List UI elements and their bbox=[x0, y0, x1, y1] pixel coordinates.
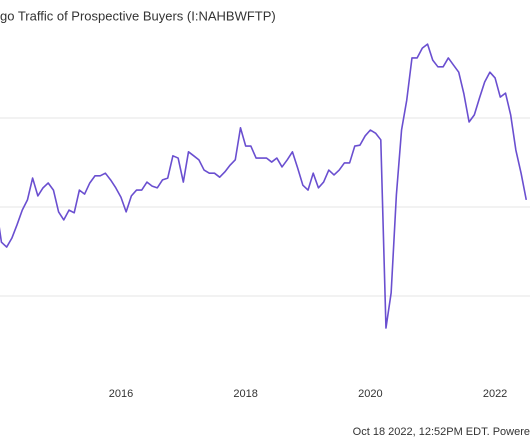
footer: Oct 18 2022, 12:52PM EDT. Powere bbox=[353, 426, 530, 438]
x-tick-label: 2018 bbox=[233, 388, 257, 400]
line bbox=[0, 43, 528, 329]
x-tick-label: 2020 bbox=[358, 388, 382, 400]
x-tick-label: 2022 bbox=[483, 388, 507, 400]
x-tick-label: 2016 bbox=[109, 388, 133, 400]
chart-title: go Traffic of Prospective Buyers (I:NAHB… bbox=[0, 8, 276, 23]
